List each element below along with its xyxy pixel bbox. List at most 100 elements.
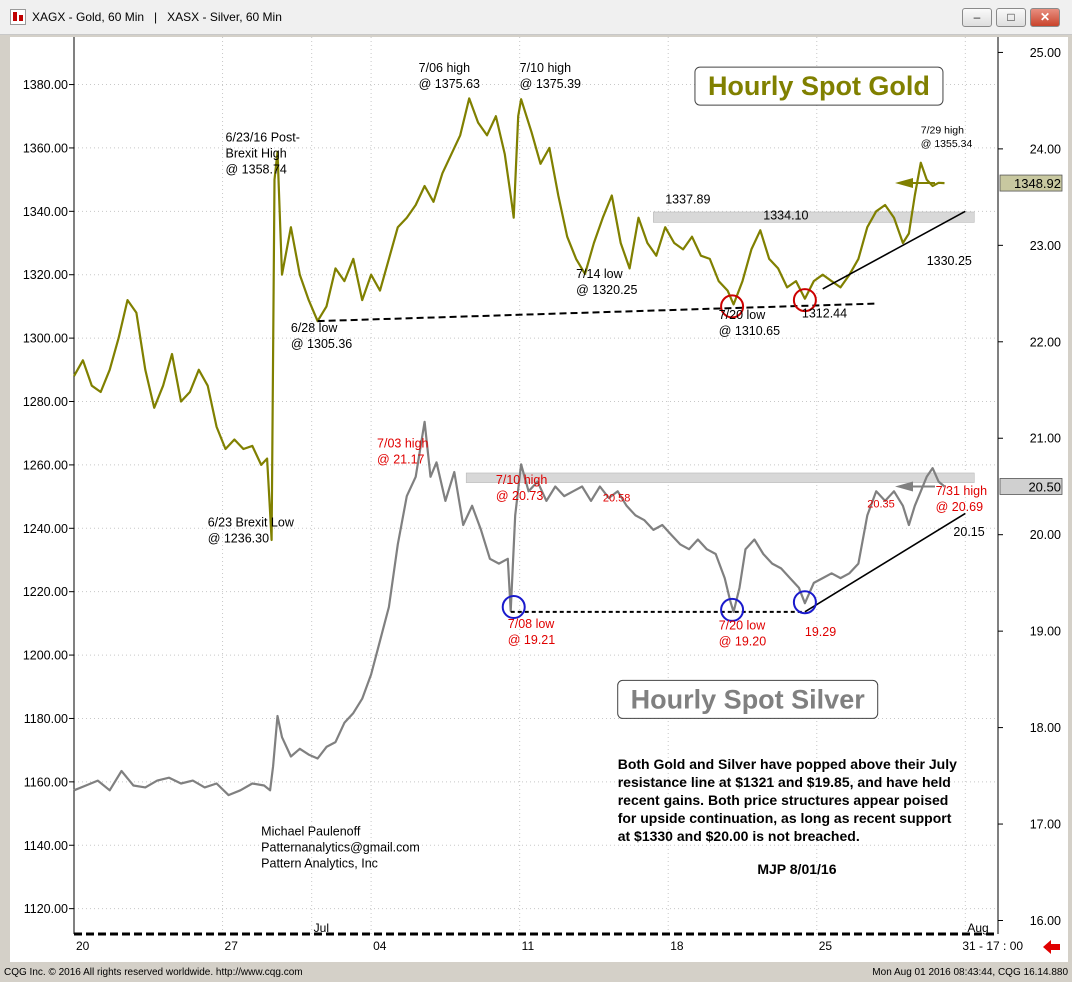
right-tick-label: 23.00	[1030, 239, 1061, 253]
window-title: XAGX - Gold, 60 Min | XASX - Silver, 60 …	[32, 10, 282, 24]
left-tick-label: 1260.00	[23, 458, 68, 472]
chart-annotation: 20.35	[867, 499, 895, 511]
silver-title: Hourly Spot Silver	[631, 684, 866, 714]
annotation-line: @ 1358.74	[226, 163, 287, 177]
chart-annotation: 7/03 high @ 21.17	[377, 436, 428, 466]
x-tick-label: 27	[225, 939, 239, 953]
close-button[interactable]: ✕	[1030, 8, 1060, 27]
left-tick-label: 1220.00	[23, 585, 68, 599]
annotation-line: 7/08 low	[508, 617, 556, 631]
x-tick-label: 31 - 17 : 00	[962, 939, 1023, 953]
chart-annotation: Michael Paulenoff Patternanalytics@gmail.…	[261, 825, 420, 871]
silver-price-line	[73, 420, 946, 797]
left-tick-label: 1340.00	[23, 205, 68, 219]
annotation-line: 7/29 high	[921, 125, 964, 137]
annotation-line: @ 1320.25	[576, 283, 637, 297]
price-chart[interactable]: 1120.001140.001160.001180.001200.001220.…	[10, 37, 1068, 962]
gold-last-price: 1348.92	[1014, 176, 1061, 191]
maximize-button[interactable]: □	[996, 8, 1026, 27]
chart-annotation: MJP 8/01/16	[757, 861, 836, 877]
chart-annotation: 20.58	[603, 492, 631, 504]
silver-last-price: 20.50	[1028, 479, 1061, 494]
x-tick-label: 18	[670, 939, 684, 953]
title-bar[interactable]: XAGX - Gold, 60 Min | XASX - Silver, 60 …	[0, 0, 1072, 35]
left-tick-label: 1360.00	[23, 141, 68, 155]
annotation-line: @ 1236.30	[208, 532, 269, 546]
annotation-line: for upside continuation, as long as rece…	[618, 810, 952, 826]
annotation-line: @ 1305.36	[291, 337, 352, 351]
silver-title-box	[617, 679, 879, 719]
annotation-line: 20.35	[867, 499, 895, 511]
left-tick-label: 1160.00	[24, 775, 68, 789]
low-marker-circle	[720, 294, 745, 319]
left-axis-panel	[10, 37, 74, 962]
support-line	[317, 302, 877, 323]
annotation-line: 6/28 low	[291, 321, 339, 335]
low-marker-circle	[792, 288, 817, 313]
right-tick-label: 25.00	[1030, 46, 1061, 60]
annotation-line: 20.58	[603, 492, 631, 504]
chart-annotation: 7/20 low @ 19.20	[719, 619, 767, 649]
silver-last-price-box	[999, 478, 1063, 495]
annotation-line: 7/03 high	[377, 436, 428, 450]
chart-annotation: 7/10 high @ 20.73	[496, 473, 547, 503]
chart-annotation: 7/14 low @ 1320.25	[576, 267, 637, 297]
annotation-line: @ 1375.63	[419, 77, 480, 91]
uptrend-line	[804, 512, 966, 613]
x-tick-label: 25	[819, 939, 833, 953]
x-tick-label: Aug	[967, 921, 988, 935]
left-tick-label: 1120.00	[24, 902, 68, 916]
chart-annotation: 6/28 low @ 1305.36	[291, 321, 352, 351]
x-tick-label: Jul	[314, 921, 329, 935]
right-tick-label: 20.00	[1030, 528, 1061, 542]
chart-annotation: 6/23/16 Post- Brexit High @ 1358.74	[226, 131, 300, 177]
chart-annotation: 7/20 low @ 1310.65	[719, 308, 780, 338]
chart-annotation: Both Gold and Silver have popped above t…	[618, 756, 957, 844]
gold-last-price-box	[999, 174, 1063, 192]
annotation-line: 1334.10	[763, 208, 808, 222]
right-tick-label: 22.00	[1030, 335, 1061, 349]
annotation-line: 1337.89	[665, 192, 710, 206]
annotation-line: @ 19.20	[719, 635, 766, 649]
annotation-line: 7/20 low	[719, 308, 767, 322]
right-tick-label: 17.00	[1030, 818, 1061, 832]
left-tick-label: 1380.00	[23, 78, 68, 92]
left-tick-label: 1320.00	[23, 268, 68, 282]
chart-annotation: 1312.44	[802, 307, 847, 321]
chart-annotation: 19.29	[805, 625, 836, 639]
right-tick-label: 21.00	[1030, 432, 1061, 446]
x-tick-label: 11	[522, 939, 535, 953]
chart-annotation: 1337.89	[665, 192, 710, 206]
annotation-line: Both Gold and Silver have popped above t…	[618, 756, 957, 772]
chart-annotation: 7/06 high @ 1375.63	[419, 61, 480, 91]
annotation-line: 7/20 low	[719, 619, 767, 633]
minimize-button[interactable]: –	[962, 8, 992, 27]
annotation-line: recent gains. Both price structures appe…	[618, 792, 949, 808]
x-axis-panel	[10, 934, 1068, 962]
right-tick-label: 24.00	[1030, 142, 1061, 156]
annotation-line: @ 1355.34	[921, 138, 973, 150]
annotation-line: @ 20.69	[936, 500, 983, 514]
annotation-line: MJP 8/01/16	[757, 861, 836, 877]
x-tick-label: 04	[373, 939, 387, 953]
last-price-arrow-icon	[895, 178, 913, 189]
annotation-line: 7/31 high	[936, 484, 987, 498]
annotation-line: Pattern Analytics, Inc	[261, 857, 378, 871]
annotation-line: 1312.44	[802, 307, 847, 321]
left-tick-label: 1200.00	[23, 649, 68, 663]
last-price-arrow-icon	[895, 481, 913, 492]
annotation-line: 7/10 high	[520, 61, 571, 75]
resistance-band	[653, 211, 975, 223]
annotation-line: 6/23/16 Post-	[226, 131, 300, 145]
annotation-line: 7/14 low	[576, 267, 624, 281]
annotation-line: @ 21.17	[377, 452, 424, 466]
annotation-line: 6/23 Brexit Low	[208, 516, 295, 530]
annotation-line: Brexit High	[226, 147, 287, 161]
annotation-line: @ 1310.65	[719, 324, 780, 338]
chart-annotation: 1334.10	[763, 208, 808, 222]
annotation-line: @ 19.21	[508, 633, 555, 647]
resistance-band	[465, 472, 975, 483]
right-tick-label: 16.00	[1030, 914, 1061, 928]
plot-area	[74, 37, 998, 934]
